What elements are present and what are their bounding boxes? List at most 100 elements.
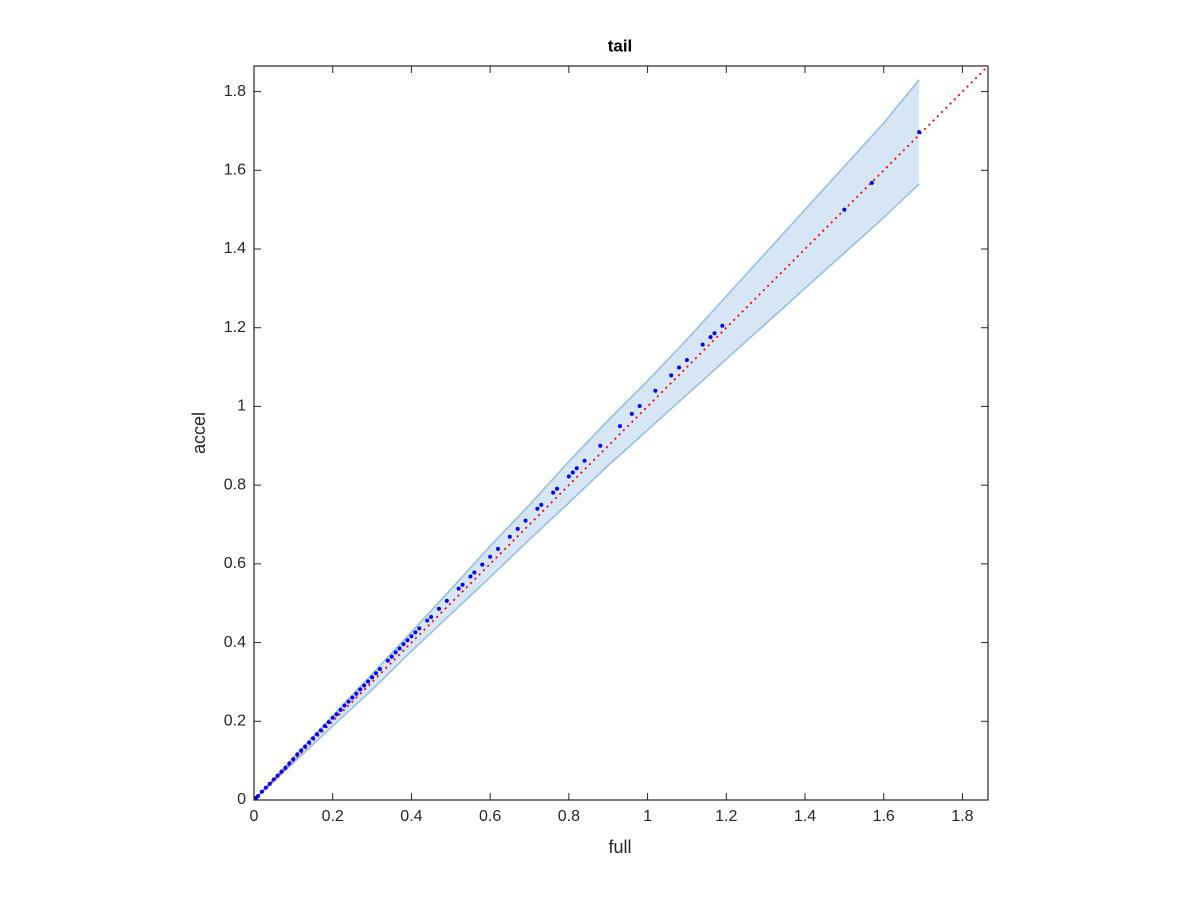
data-point (570, 470, 575, 475)
data-point (472, 570, 477, 575)
data-point (311, 736, 316, 741)
data-point (869, 180, 874, 185)
data-point (385, 658, 390, 663)
data-point (267, 781, 272, 786)
band-lower-edge (253, 183, 920, 801)
x-tick-label: 0.4 (400, 808, 422, 825)
data-point (700, 342, 705, 347)
band-upper-edge (253, 79, 920, 801)
data-point (480, 562, 485, 567)
data-point (263, 785, 268, 790)
data-point (397, 646, 402, 651)
data-point (358, 687, 363, 692)
data-point (413, 630, 418, 635)
data-point (574, 466, 579, 471)
y-tick-label: 0.6 (224, 555, 246, 572)
data-point (287, 761, 292, 766)
data-point (582, 458, 587, 463)
x-tick-label: 1.8 (951, 808, 973, 825)
data-point (405, 638, 410, 643)
y-tick-label: 0 (237, 791, 246, 808)
data-point (275, 773, 280, 778)
data-point (488, 554, 493, 559)
data-point (389, 654, 394, 659)
data-point (523, 518, 528, 523)
data-point (653, 388, 658, 393)
data-point (555, 486, 560, 491)
data-point (330, 715, 335, 720)
data-point (708, 335, 713, 340)
data-point (326, 720, 331, 725)
data-point (444, 598, 449, 603)
data-point (338, 707, 343, 712)
x-tick-label: 1.2 (715, 808, 737, 825)
data-point (314, 732, 319, 737)
x-tick-label: 1 (643, 808, 652, 825)
x-tick-label: 0.8 (558, 808, 580, 825)
data-point (377, 666, 382, 671)
data-point (629, 411, 634, 416)
data-point (303, 744, 308, 749)
data-point (618, 424, 623, 429)
x-tick-label: 0.2 (322, 808, 344, 825)
data-point (712, 331, 717, 336)
data-point (677, 365, 682, 370)
data-point (496, 546, 501, 551)
x-tick-label: 1.6 (873, 808, 895, 825)
data-point (637, 404, 642, 409)
y-tick-label: 1 (237, 398, 246, 415)
data-point (598, 443, 603, 448)
data-point (291, 757, 296, 762)
data-point (350, 695, 355, 700)
data-point (539, 502, 544, 507)
data-point (354, 691, 359, 696)
data-point (299, 748, 304, 753)
data-point (456, 586, 461, 591)
data-point (401, 642, 406, 647)
x-axis-label: full (608, 837, 631, 857)
data-point (322, 724, 327, 729)
data-point (374, 671, 379, 676)
data-point (417, 626, 422, 631)
data-point (684, 357, 689, 362)
data-point (334, 712, 339, 717)
y-tick-label: 1.4 (224, 240, 246, 257)
data-point (566, 474, 571, 479)
data-point (271, 777, 276, 782)
data-point (370, 675, 375, 680)
data-point (283, 765, 288, 770)
data-point (346, 699, 351, 704)
y-tick-label: 1.2 (224, 319, 246, 336)
data-point (429, 614, 434, 619)
data-point (255, 794, 260, 799)
data-point (515, 526, 520, 531)
data-point (436, 606, 441, 611)
data-point (409, 634, 414, 639)
x-tick-label: 0.6 (479, 808, 501, 825)
data-point (917, 130, 922, 135)
data-point (720, 323, 725, 328)
y-tick-label: 0.2 (224, 713, 246, 730)
y-tick-label: 1.8 (224, 83, 246, 100)
data-point (468, 574, 473, 579)
data-point (460, 582, 465, 587)
data-point (507, 534, 512, 539)
data-point (342, 703, 347, 708)
axes-box (253, 65, 989, 801)
data-point (318, 728, 323, 733)
data-point (295, 752, 300, 757)
x-tick-label: 1.4 (794, 808, 816, 825)
data-point (669, 373, 674, 378)
data-point (259, 789, 264, 794)
chart-title: tail (608, 36, 633, 55)
data-point (366, 679, 371, 684)
data-point (307, 740, 312, 745)
reference-line (253, 65, 989, 801)
data-point (279, 769, 284, 774)
y-tick-label: 0.8 (224, 476, 246, 493)
y-axis-label: accel (189, 412, 209, 454)
data-point (535, 506, 540, 511)
y-tick-label: 0.4 (224, 634, 246, 651)
data-point (362, 683, 367, 688)
